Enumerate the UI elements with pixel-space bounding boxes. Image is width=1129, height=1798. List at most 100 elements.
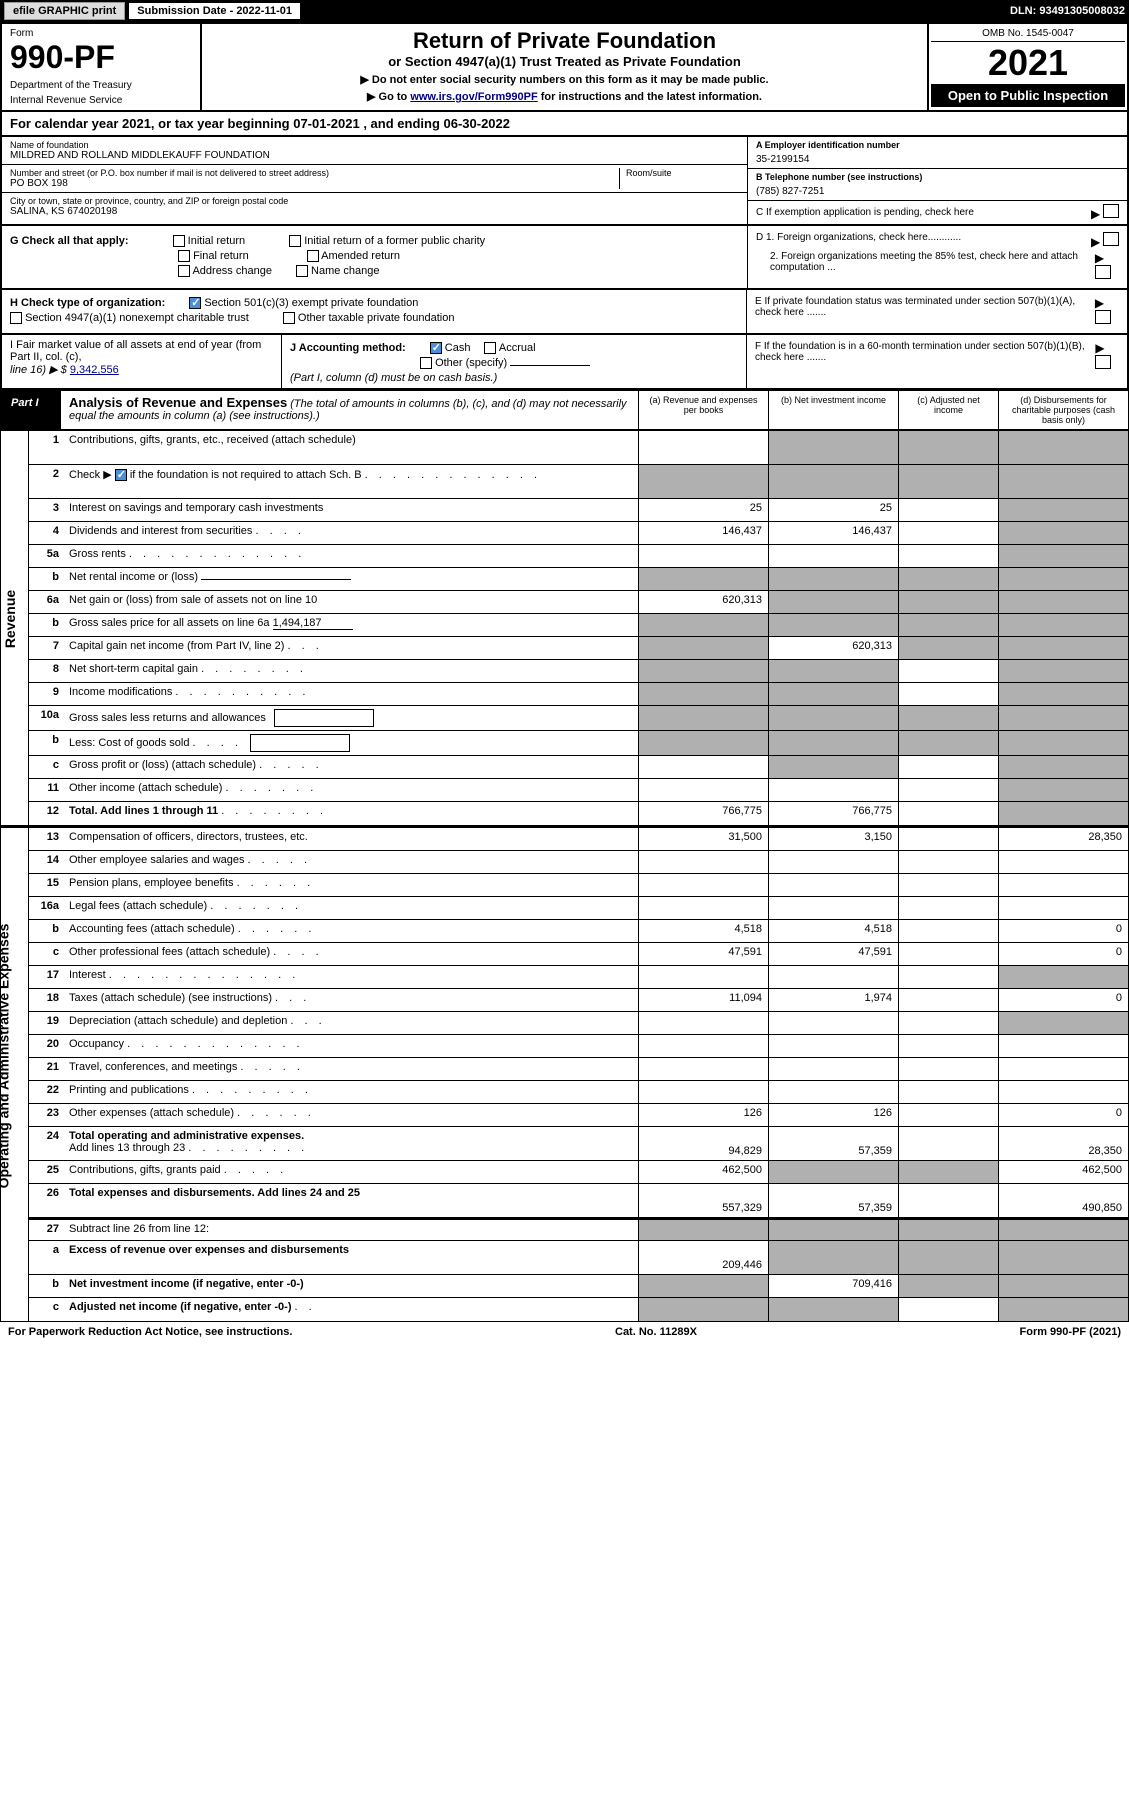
r25-a: 462,500 <box>638 1161 768 1183</box>
row-13: Compensation of officers, directors, tru… <box>65 828 638 850</box>
part1-label: Part I <box>1 391 61 429</box>
r23-a: 126 <box>638 1104 768 1126</box>
foundation-name: MILDRED AND ROLLAND MIDDLEKAUFF FOUNDATI… <box>10 150 739 161</box>
r7-b: 620,313 <box>768 637 898 659</box>
form-number: 990-PF <box>10 39 192 76</box>
form-header: Form 990-PF Department of the Treasury I… <box>0 22 1129 112</box>
col-c-header: (c) Adjusted net income <box>898 391 998 429</box>
f-label: F If the foundation is in a 60-month ter… <box>755 341 1095 372</box>
row-4: Dividends and interest from securities .… <box>65 522 638 544</box>
h-label: H Check type of organization: <box>10 297 165 309</box>
row-2: Check ▶ if the foundation is not require… <box>65 465 638 498</box>
r6a-a: 620,313 <box>638 591 768 613</box>
r12-a: 766,775 <box>638 802 768 825</box>
r27a-a: 209,446 <box>638 1241 768 1274</box>
row-11: Other income (attach schedule) . . . . .… <box>65 779 638 801</box>
row-26: Total expenses and disbursements. Add li… <box>65 1184 638 1217</box>
form-subtitle: or Section 4947(a)(1) Trust Treated as P… <box>214 54 915 69</box>
d2-label: 2. Foreign organizations meeting the 85%… <box>756 251 1095 282</box>
r4-b: 146,437 <box>768 522 898 544</box>
row-8: Net short-term capital gain . . . . . . … <box>65 660 638 682</box>
i-label: I Fair market value of all assets at end… <box>10 339 261 363</box>
row-23: Other expenses (attach schedule) . . . .… <box>65 1104 638 1126</box>
omb-number: OMB No. 1545-0047 <box>931 26 1125 42</box>
row-20: Occupancy . . . . . . . . . . . . . <box>65 1035 638 1057</box>
r24-d: 28,350 <box>998 1127 1128 1160</box>
ssn-note: ▶ Do not enter social security numbers o… <box>214 73 915 86</box>
d1-checkbox[interactable] <box>1103 232 1119 246</box>
d1-label: D 1. Foreign organizations, check here..… <box>756 232 961 249</box>
foundation-name-label: Name of foundation <box>10 140 739 150</box>
r16b-a: 4,518 <box>638 920 768 942</box>
cat-number: Cat. No. 11289X <box>615 1326 697 1338</box>
row-10a: Gross sales less returns and allowances <box>65 706 638 730</box>
col-a-header: (a) Revenue and expenses per books <box>638 391 768 429</box>
r16c-d: 0 <box>998 943 1128 965</box>
row-6a: Net gain or (loss) from sale of assets n… <box>65 591 638 613</box>
r26-b: 57,359 <box>768 1184 898 1217</box>
irs-link[interactable]: www.irs.gov/Form990PF <box>410 91 537 103</box>
r4-a: 146,437 <box>638 522 768 544</box>
room-label: Room/suite <box>626 168 739 178</box>
accrual-checkbox[interactable] <box>484 342 496 354</box>
other-method-checkbox[interactable] <box>420 357 432 369</box>
4947-checkbox[interactable] <box>10 312 22 324</box>
part1-header: Part I Analysis of Revenue and Expenses … <box>0 390 1129 430</box>
r27b-b: 709,416 <box>768 1275 898 1297</box>
col-b-header: (b) Net investment income <box>768 391 898 429</box>
e-checkbox[interactable] <box>1095 310 1111 324</box>
schb-checkbox[interactable] <box>115 469 127 481</box>
goto-note: ▶ Go to www.irs.gov/Form990PF for instru… <box>214 90 915 103</box>
other-taxable-checkbox[interactable] <box>283 312 295 324</box>
address: PO BOX 198 <box>10 178 619 189</box>
row-10b: Less: Cost of goods sold . . . . <box>65 731 638 755</box>
top-bar: efile GRAPHIC print Submission Date - 20… <box>0 0 1129 22</box>
r18-a: 11,094 <box>638 989 768 1011</box>
row-15: Pension plans, employee benefits . . . .… <box>65 874 638 896</box>
r13-d: 28,350 <box>998 828 1128 850</box>
efile-print-button[interactable]: efile GRAPHIC print <box>4 2 125 20</box>
ein: 35-2199154 <box>756 154 1119 165</box>
r12-b: 766,775 <box>768 802 898 825</box>
telephone: (785) 827-7251 <box>756 186 1119 197</box>
row-25: Contributions, gifts, grants paid . . . … <box>65 1161 638 1183</box>
exemption-checkbox[interactable] <box>1103 204 1119 218</box>
amended-checkbox[interactable] <box>307 250 319 262</box>
501c3-checkbox[interactable] <box>189 297 201 309</box>
r3-a: 25 <box>638 499 768 521</box>
row-5b: Net rental income or (loss) <box>65 568 638 590</box>
page-footer: For Paperwork Reduction Act Notice, see … <box>0 1322 1129 1342</box>
r24-a: 94,829 <box>638 1127 768 1160</box>
row-9: Income modifications . . . . . . . . . . <box>65 683 638 705</box>
initial-former-checkbox[interactable] <box>289 235 301 247</box>
form-ref: Form 990-PF (2021) <box>1020 1326 1121 1338</box>
form-label: Form <box>10 28 192 39</box>
d2-checkbox[interactable] <box>1095 265 1111 279</box>
row-24: Total operating and administrative expen… <box>65 1127 638 1160</box>
addr-change-checkbox[interactable] <box>178 265 190 277</box>
form-title: Return of Private Foundation <box>214 28 915 54</box>
r16b-b: 4,518 <box>768 920 898 942</box>
r18-b: 1,974 <box>768 989 898 1011</box>
r16b-d: 0 <box>998 920 1128 942</box>
expenses-table: Operating and Administrative Expenses 13… <box>0 826 1129 1322</box>
row-17: Interest . . . . . . . . . . . . . . <box>65 966 638 988</box>
row-19: Depreciation (attach schedule) and deple… <box>65 1012 638 1034</box>
final-return-checkbox[interactable] <box>178 250 190 262</box>
f-checkbox[interactable] <box>1095 355 1111 369</box>
r26-a: 557,329 <box>638 1184 768 1217</box>
dln-number: DLN: 93491305008032 <box>1010 5 1125 17</box>
row-18: Taxes (attach schedule) (see instruction… <box>65 989 638 1011</box>
g-label: G Check all that apply: <box>10 235 129 247</box>
revenue-table: Revenue 1Contributions, gifts, grants, e… <box>0 430 1129 826</box>
tax-year: 2021 <box>931 42 1125 84</box>
irs-label: Internal Revenue Service <box>10 95 192 106</box>
revenue-side-label: Revenue <box>2 590 18 648</box>
r3-b: 25 <box>768 499 898 521</box>
cash-checkbox[interactable] <box>430 342 442 354</box>
name-change-checkbox[interactable] <box>296 265 308 277</box>
dept-treasury: Department of the Treasury <box>10 80 192 91</box>
row-16b: Accounting fees (attach schedule) . . . … <box>65 920 638 942</box>
r18-d: 0 <box>998 989 1128 1011</box>
initial-return-checkbox[interactable] <box>173 235 185 247</box>
